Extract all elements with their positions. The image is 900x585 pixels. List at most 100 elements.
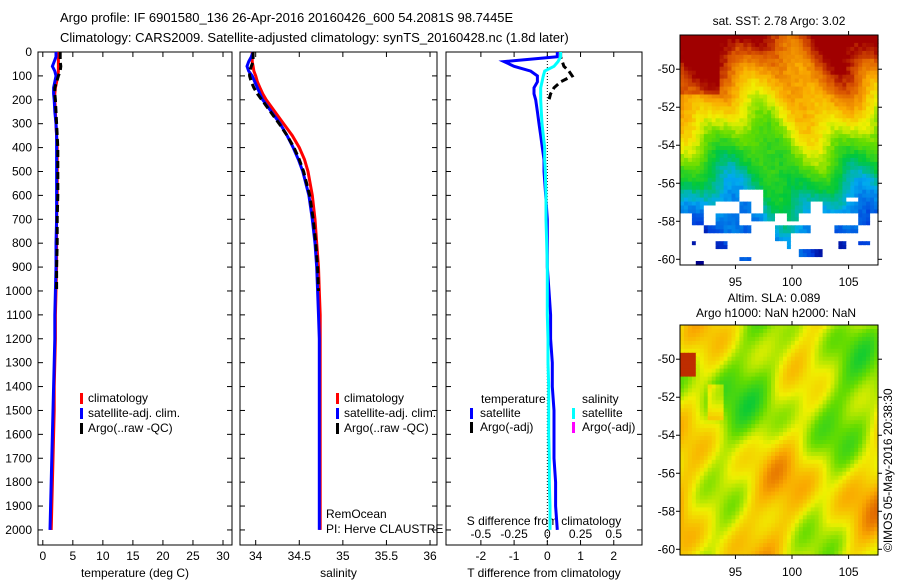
map-cell bbox=[735, 194, 740, 199]
map-cell bbox=[708, 369, 713, 374]
map-cell bbox=[795, 400, 800, 405]
map-cell bbox=[767, 55, 772, 60]
map-cell bbox=[779, 440, 784, 445]
map-cell bbox=[767, 404, 772, 409]
map-cell bbox=[728, 349, 733, 354]
map-cell bbox=[815, 194, 820, 199]
map-cell bbox=[807, 150, 812, 155]
map-cell bbox=[688, 416, 693, 421]
map-cell bbox=[739, 186, 744, 191]
map-cell bbox=[834, 416, 839, 421]
map-cell bbox=[696, 217, 701, 222]
map-cell bbox=[716, 71, 721, 76]
map-cell bbox=[739, 361, 744, 366]
map-cell bbox=[716, 67, 721, 72]
map-cell bbox=[680, 448, 685, 453]
map-cell bbox=[680, 98, 685, 103]
map-cell bbox=[834, 349, 839, 354]
map-cell bbox=[775, 361, 780, 366]
map-cell bbox=[680, 325, 685, 330]
map-cell bbox=[728, 162, 733, 167]
map-cell bbox=[819, 416, 824, 421]
map-cell bbox=[787, 198, 792, 203]
map-cell bbox=[834, 428, 839, 433]
map-cell bbox=[696, 158, 701, 163]
map-cell bbox=[739, 373, 744, 378]
map-cell bbox=[747, 416, 752, 421]
map-cell bbox=[747, 98, 752, 103]
map-cell bbox=[807, 337, 812, 342]
map-cell bbox=[680, 349, 685, 354]
legend-label: satellite bbox=[480, 406, 521, 420]
map-cell bbox=[866, 392, 871, 397]
map-cell bbox=[735, 404, 740, 409]
map-cell bbox=[795, 122, 800, 127]
map-cell bbox=[759, 59, 764, 64]
map-cell bbox=[834, 464, 839, 469]
map-cell bbox=[775, 102, 780, 107]
map-cell bbox=[720, 412, 725, 417]
map-cell bbox=[739, 162, 744, 167]
map-cell bbox=[696, 357, 701, 362]
map-cell bbox=[755, 182, 760, 187]
map-cell bbox=[700, 162, 705, 167]
map-cell bbox=[827, 35, 832, 40]
map-cell bbox=[834, 381, 839, 386]
map-cell bbox=[807, 460, 812, 465]
map-cell bbox=[716, 241, 721, 246]
map-cell bbox=[716, 59, 721, 64]
map-cell bbox=[819, 110, 824, 115]
map-cell bbox=[834, 174, 839, 179]
map-cell bbox=[708, 416, 713, 421]
map-cell bbox=[696, 182, 701, 187]
map-cell bbox=[747, 345, 752, 350]
map-cell bbox=[846, 83, 851, 88]
map-cell bbox=[755, 237, 760, 242]
map-cell bbox=[739, 134, 744, 139]
map-cell bbox=[787, 412, 792, 417]
map-cell bbox=[716, 400, 721, 405]
map-cell bbox=[720, 357, 725, 362]
map-cell bbox=[858, 333, 863, 338]
map-cell bbox=[747, 182, 752, 187]
map-cell bbox=[696, 198, 701, 203]
map-cell bbox=[846, 122, 851, 127]
map-cell bbox=[759, 404, 764, 409]
map-cell bbox=[795, 213, 800, 218]
map-cell bbox=[827, 126, 832, 131]
map-cell bbox=[819, 134, 824, 139]
map-cell bbox=[807, 174, 812, 179]
map-cell bbox=[815, 325, 820, 330]
map-cell bbox=[759, 194, 764, 199]
map-cell bbox=[838, 436, 843, 441]
map-cell bbox=[739, 213, 744, 218]
map-cell bbox=[728, 43, 733, 48]
map-cell bbox=[700, 98, 705, 103]
map-cell bbox=[827, 333, 832, 338]
legend-swatch bbox=[572, 422, 575, 433]
map-cell bbox=[819, 345, 824, 350]
map-cell bbox=[720, 213, 725, 218]
map-cell bbox=[787, 361, 792, 366]
map-cell bbox=[827, 253, 832, 258]
map-cell bbox=[688, 448, 693, 453]
map-cell bbox=[779, 138, 784, 143]
map-cell bbox=[834, 440, 839, 445]
map-cell bbox=[747, 35, 752, 40]
map-cell bbox=[755, 452, 760, 457]
map-cell bbox=[716, 186, 721, 191]
map-cell bbox=[807, 102, 812, 107]
map-cell bbox=[807, 381, 812, 386]
map-cell bbox=[779, 345, 784, 350]
map-cell bbox=[807, 55, 812, 60]
map-cell bbox=[787, 126, 792, 131]
map-cell bbox=[838, 404, 843, 409]
map-cell bbox=[838, 213, 843, 218]
map-cell bbox=[759, 138, 764, 143]
map-cell bbox=[747, 43, 752, 48]
map-cell bbox=[759, 83, 764, 88]
map-cell bbox=[846, 400, 851, 405]
map-cell bbox=[708, 182, 713, 187]
map-cell bbox=[735, 110, 740, 115]
map-cell bbox=[735, 174, 740, 179]
